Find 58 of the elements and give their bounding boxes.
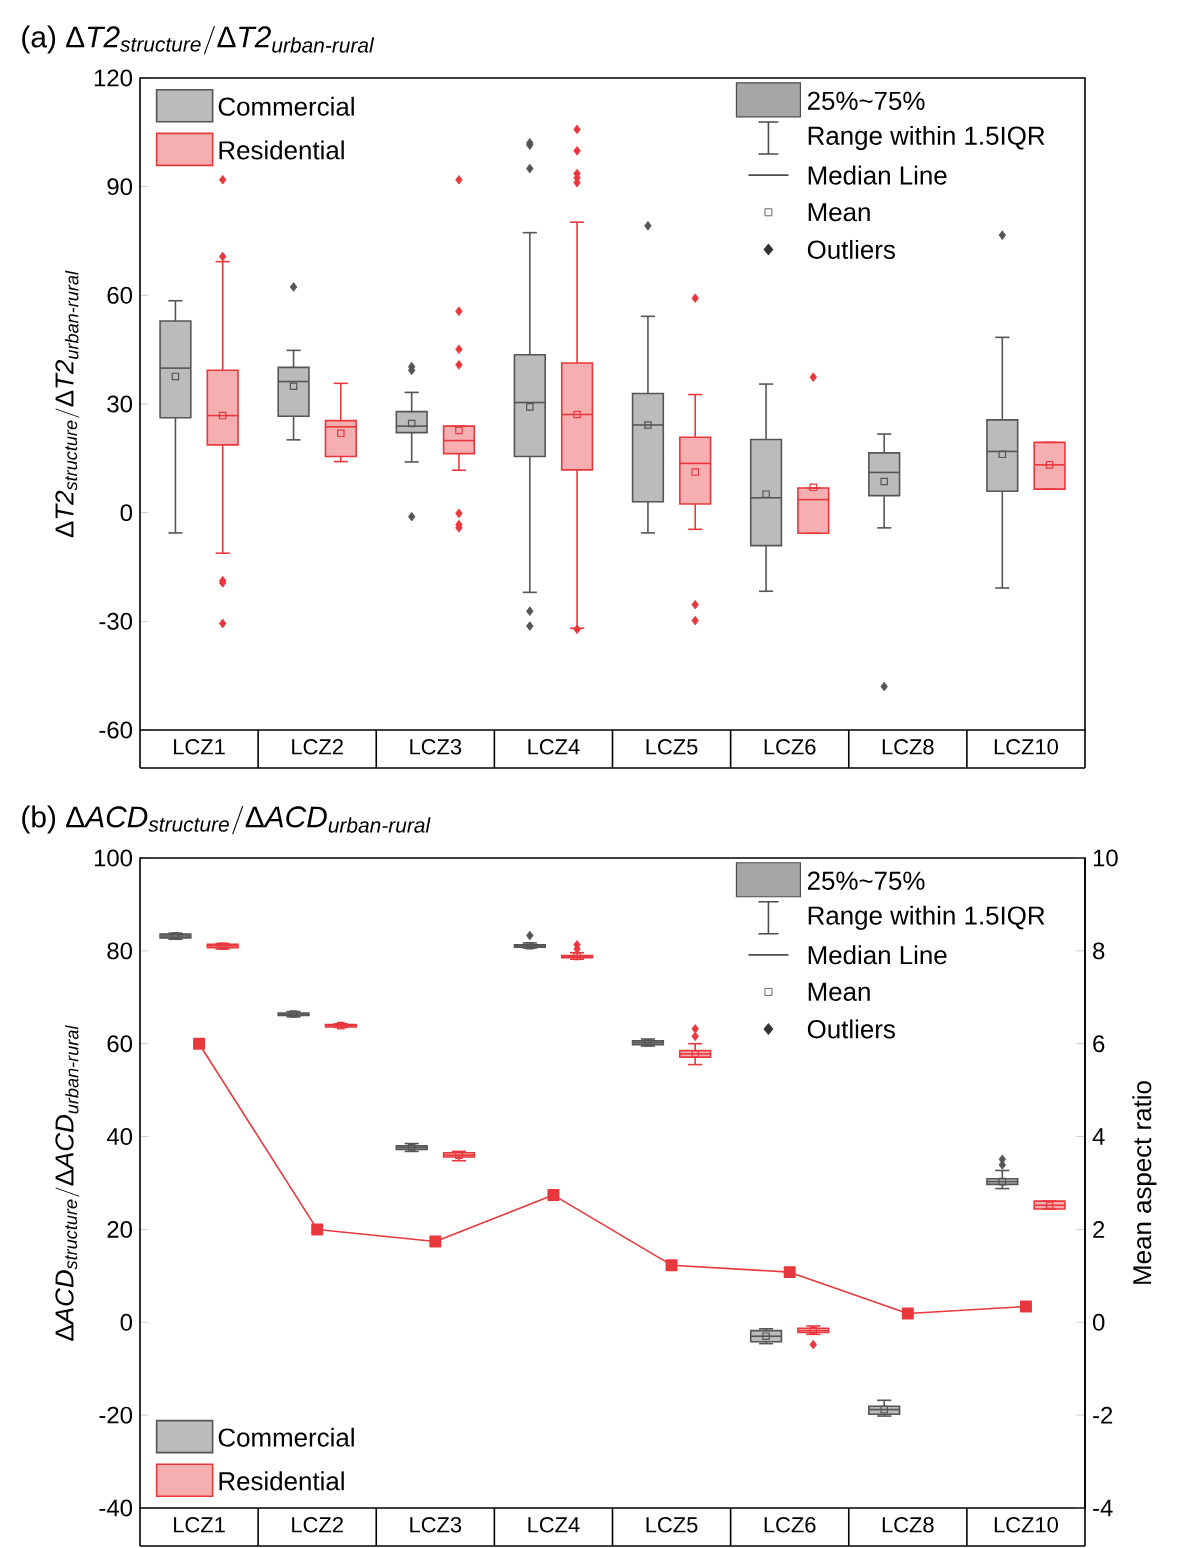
y-tick-label: 90 [107,178,133,196]
y2-tick-label: 6 [1093,1035,1105,1053]
x-tick-label: LCZ5 [646,739,698,755]
x-tick-label: LCZ1 [174,739,225,755]
x-tick-label: LCZ2 [292,1517,343,1533]
x-tick-label: LCZ8 [882,739,934,755]
x-tick-label: LCZ6 [764,739,816,755]
x-tick-label: LCZ4 [528,739,580,755]
y-tick-label: 60 [107,1035,133,1053]
legend-label: Commercial [218,1427,354,1447]
y-tick-label: 40 [106,1128,133,1146]
annotation: Outliers [807,239,895,259]
y2-tick-label: -2 [1093,1406,1113,1424]
y2-axis-title: Mean aspect ratio [1132,1081,1157,1284]
x-tick-label: LCZ3 [410,1517,462,1533]
y2-tick-label: 2 [1093,1221,1105,1238]
y-tick-label: -20 [99,1406,133,1424]
annotation: Range within 1.5IQR [808,125,1045,151]
legend-label: Residential [219,1471,344,1491]
annotation: Range within 1.5IQR [808,905,1045,930]
annotation: Median Line [808,945,947,965]
annotation: Median Line [808,165,947,185]
annotation: Mean [808,982,870,1001]
x-tick-label: LCZ2 [292,739,343,755]
x-tick-label: LCZ3 [410,739,462,755]
y-tick-label: -60 [99,721,133,739]
x-tick-label: LCZ5 [646,1517,698,1533]
y-tick-label: 20 [107,1220,133,1238]
annotation: 25%~75% [807,91,925,110]
y-tick-label: 60 [107,286,133,304]
y-tick-label: 0 [120,1313,133,1331]
y-tick-label: -40 [99,1499,133,1517]
legend-label: Commercial [218,96,354,116]
x-tick-label: LCZ6 [764,1517,816,1533]
y2-tick-label: -4 [1093,1499,1113,1517]
annotation: Mean [808,203,870,222]
y-tick-label: 120 [94,69,133,87]
x-tick-label: LCZ8 [882,1517,934,1533]
annotation: Outliers [807,1019,895,1039]
y-tick-label: 100 [94,849,133,867]
x-tick-label: LCZ4 [528,1517,580,1533]
y2-tick-label: 4 [1092,1128,1105,1145]
x-tick-label: LCZ1 [174,1517,225,1533]
y-axis-title: $\text{Δ}\textit{T2}_{\textit{structure}}/\text{Δ}\textit{T2}_{\textit{urban-rural}}$ [55,270,80,538]
y-tick-label: -30 [99,612,133,630]
chart-title: $\text{(b) Δ}\textit{ACD}_{\textit{structure}}/\text{Δ}\textit{ACD}_{\textit{urban-rural}}$ [22,805,431,835]
y2-tick-label: 8 [1093,942,1105,960]
y-axis-title: $\text{Δ}\textit{ACD}_{\textit{structure}}/\text{Δ}\textit{ACD}_{\textit{urban-rural}}$ [55,1025,80,1341]
x-tick-label: LCZ10 [994,1517,1058,1533]
y-tick-label: 30 [107,395,133,413]
legend-label: Residential [219,140,344,160]
y-tick-label: 0 [120,504,133,522]
chart-title: $\text{(a) Δ}\textit{T2}_{\textit{structure}}/\text{Δ}\textit{T2}_{\textit{urban-rural}}$ [22,25,375,55]
x-tick-label: LCZ10 [994,739,1058,755]
y2-tick-label: 0 [1092,1313,1105,1331]
annotation: 25%~75% [807,871,925,890]
y2-tick-label: 10 [1093,849,1118,867]
y-tick-label: 80 [107,942,133,960]
